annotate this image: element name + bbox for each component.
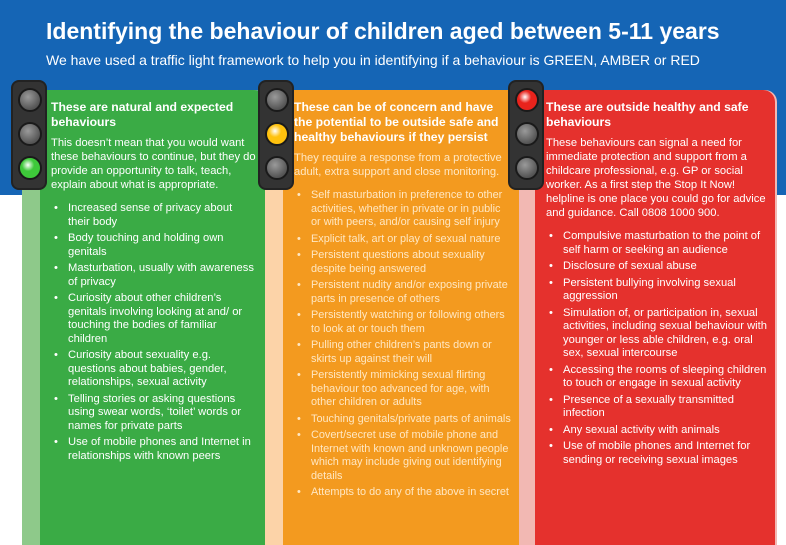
page-subtitle: We have used a traffic light framework t… bbox=[46, 52, 700, 68]
list-item: Curiosity about sexuality e.g. questions… bbox=[51, 349, 257, 390]
list-item: Pulling other children’s pants down or s… bbox=[294, 339, 511, 366]
lamp-green-on-icon bbox=[18, 156, 42, 180]
amber-panel: These can be of concern and have the pot… bbox=[283, 90, 519, 545]
list-item: Persistent questions about sexuality des… bbox=[294, 249, 511, 276]
lamp-off-icon bbox=[515, 122, 539, 146]
list-item: Persistently watching or following other… bbox=[294, 309, 511, 336]
list-item: Presence of a sexually transmitted infec… bbox=[546, 394, 767, 421]
lamp-off-icon bbox=[515, 156, 539, 180]
lamp-off-icon bbox=[18, 122, 42, 146]
green-heading: These are natural and expected behaviour… bbox=[51, 100, 234, 129]
green-intro: This doesn’t mean that you would want th… bbox=[51, 137, 256, 191]
list-item: Increased sense of privacy about their b… bbox=[51, 202, 257, 229]
amber-intro: They require a response from a protectiv… bbox=[294, 152, 502, 178]
list-item: Simulation of, or participation in, sexu… bbox=[546, 307, 767, 361]
list-item: Compulsive masturbation to the point of … bbox=[546, 230, 767, 257]
list-item: Accessing the rooms of sleeping children… bbox=[546, 364, 767, 391]
list-item: Any sexual activity with animals bbox=[546, 424, 767, 438]
lamp-off-icon bbox=[265, 156, 289, 180]
list-item: Masturbation, usually with awareness of … bbox=[51, 262, 257, 289]
lamp-amber-on-icon bbox=[265, 122, 289, 146]
list-item: Touching genitals/private parts of anima… bbox=[294, 413, 511, 427]
list-item: Persistently mimicking sexual flirting b… bbox=[294, 369, 511, 410]
list-item: Disclosure of sexual abuse bbox=[546, 260, 767, 274]
traffic-light-amber-icon bbox=[258, 80, 294, 190]
red-panel: These are outside healthy and safe behav… bbox=[535, 90, 775, 545]
list-item: Self masturbation in preference to other… bbox=[294, 189, 511, 230]
lamp-off-icon bbox=[265, 88, 289, 112]
list-item: Use of mobile phones and Internet for se… bbox=[546, 440, 767, 467]
red-list: Compulsive masturbation to the point of … bbox=[535, 220, 775, 467]
list-item: Persistent bullying involving sexual agg… bbox=[546, 277, 767, 304]
list-item: Explicit talk, art or play of sexual nat… bbox=[294, 233, 511, 247]
list-item: Body touching and holding own genitals bbox=[51, 232, 257, 259]
green-panel: These are natural and expected behaviour… bbox=[40, 90, 265, 545]
traffic-light-green-icon bbox=[11, 80, 47, 190]
red-heading: These are outside healthy and safe behav… bbox=[546, 100, 749, 129]
lamp-off-icon bbox=[18, 88, 42, 112]
page-title: Identifying the behaviour of children ag… bbox=[46, 18, 720, 44]
list-item: Curiosity about other children’s genital… bbox=[51, 292, 257, 346]
list-item: Telling stories or asking questions usin… bbox=[51, 393, 257, 434]
list-item: Attempts to do any of the above in secre… bbox=[294, 486, 511, 500]
amber-heading: These can be of concern and have the pot… bbox=[294, 100, 499, 144]
red-intro: These behaviours can signal a need for i… bbox=[546, 137, 766, 219]
list-item: Covert/secret use of mobile phone and In… bbox=[294, 429, 511, 483]
amber-list: Self masturbation in preference to other… bbox=[283, 179, 519, 500]
traffic-light-red-icon bbox=[508, 80, 544, 190]
lamp-red-on-icon bbox=[515, 88, 539, 112]
green-list: Increased sense of privacy about their b… bbox=[40, 192, 265, 463]
list-item: Use of mobile phones and Internet in rel… bbox=[51, 436, 257, 463]
list-item: Persistent nudity and/or exposing privat… bbox=[294, 279, 511, 306]
